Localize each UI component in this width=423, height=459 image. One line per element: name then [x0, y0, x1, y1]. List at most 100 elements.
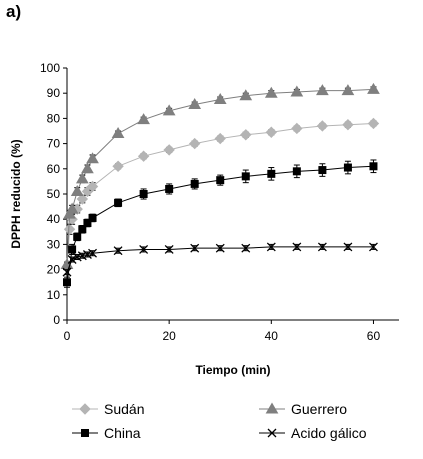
data-point	[111, 127, 125, 139]
legend-marker	[267, 428, 277, 438]
data-point	[188, 98, 202, 110]
data-point	[216, 176, 225, 185]
data-point	[291, 122, 303, 135]
y-tick-label: 100	[40, 61, 60, 75]
y-tick-label: 10	[47, 288, 61, 302]
legend-marker	[265, 402, 279, 414]
data-point	[73, 232, 82, 241]
data-point	[316, 120, 329, 132]
legend-item: Guerrero	[259, 401, 347, 417]
data-point	[239, 89, 253, 101]
legend-item: Acido gálico	[259, 425, 367, 441]
data-point	[137, 150, 150, 162]
data-point	[162, 104, 176, 116]
data-point	[70, 184, 84, 196]
data-point	[78, 225, 87, 234]
legend-item: Sudán	[72, 401, 144, 417]
data-point	[86, 152, 99, 164]
x-tick-label: 20	[162, 329, 176, 343]
data-point	[163, 144, 175, 156]
legend-marker	[79, 403, 91, 415]
data-point	[113, 246, 123, 256]
data-point	[67, 255, 77, 264]
data-point	[88, 213, 97, 222]
data-point	[83, 218, 92, 227]
data-point	[112, 160, 124, 172]
legend-marker	[81, 429, 89, 437]
y-axis-title: DPPH reducido (%)	[9, 139, 23, 248]
series-layer	[60, 82, 380, 288]
legend-label: Sudán	[104, 401, 144, 417]
data-point	[190, 179, 199, 188]
series	[63, 159, 378, 288]
data-point	[188, 137, 201, 150]
data-point	[72, 252, 82, 262]
data-point	[213, 93, 227, 104]
data-point	[164, 244, 174, 254]
data-point	[82, 250, 92, 259]
data-point	[343, 242, 353, 252]
y-tick-label: 60	[47, 162, 61, 176]
y-tick-label: 50	[47, 187, 61, 201]
legend: Sudán Guerrero China Acido gálico	[72, 401, 367, 441]
y-tick-label: 70	[47, 137, 61, 151]
data-point	[241, 172, 250, 181]
data-point	[63, 223, 76, 235]
data-point	[88, 248, 97, 258]
data-point	[214, 132, 226, 145]
legend-label: Acido gálico	[291, 425, 367, 441]
data-point	[290, 85, 304, 97]
x-tick-label: 0	[64, 329, 71, 343]
data-point	[292, 167, 301, 176]
data-point	[369, 242, 378, 252]
data-point	[367, 82, 380, 94]
y-tick-label: 30	[47, 237, 61, 251]
data-point	[266, 242, 276, 252]
y-tick-label: 20	[47, 263, 61, 277]
legend-label: Guerrero	[291, 401, 347, 417]
data-point	[367, 117, 380, 130]
data-point	[139, 244, 149, 254]
data-point	[316, 84, 329, 96]
data-point	[241, 243, 251, 253]
series	[62, 242, 378, 277]
data-point	[369, 162, 378, 171]
data-point	[343, 163, 352, 172]
data-point	[139, 190, 148, 198]
data-point	[75, 172, 89, 184]
data-point	[264, 86, 278, 98]
data-point	[114, 198, 123, 207]
data-point	[77, 251, 87, 261]
data-point	[318, 166, 327, 175]
data-point	[317, 242, 327, 252]
data-point	[292, 242, 302, 252]
data-point	[342, 118, 354, 131]
x-tick-label: 40	[265, 329, 279, 343]
series	[60, 82, 380, 270]
y-tick-label: 80	[47, 111, 61, 125]
data-point	[137, 113, 150, 125]
legend-label: China	[104, 425, 141, 441]
data-point	[240, 129, 252, 141]
y-tick-label: 40	[47, 212, 61, 226]
data-point	[86, 180, 99, 193]
axes: 0 10 20 30 40 50 60 70 80 90 100 0 20 40 60 Tiempo (min…	[9, 61, 399, 377]
data-point	[65, 202, 79, 214]
data-point	[165, 184, 174, 193]
data-point	[68, 245, 77, 254]
data-point	[81, 162, 94, 174]
data-point	[215, 243, 225, 253]
y-tick-label: 90	[47, 86, 61, 100]
panel-label: a)	[6, 2, 22, 21]
x-tick-label: 60	[367, 329, 381, 343]
legend-item: China	[72, 425, 141, 441]
data-point	[341, 84, 355, 96]
data-point	[267, 169, 276, 178]
data-point	[62, 267, 72, 277]
data-point	[265, 126, 278, 138]
data-point	[190, 243, 200, 253]
data-point	[63, 278, 71, 287]
x-axis-title: Tiempo (min)	[195, 363, 270, 377]
data-point	[76, 193, 89, 205]
